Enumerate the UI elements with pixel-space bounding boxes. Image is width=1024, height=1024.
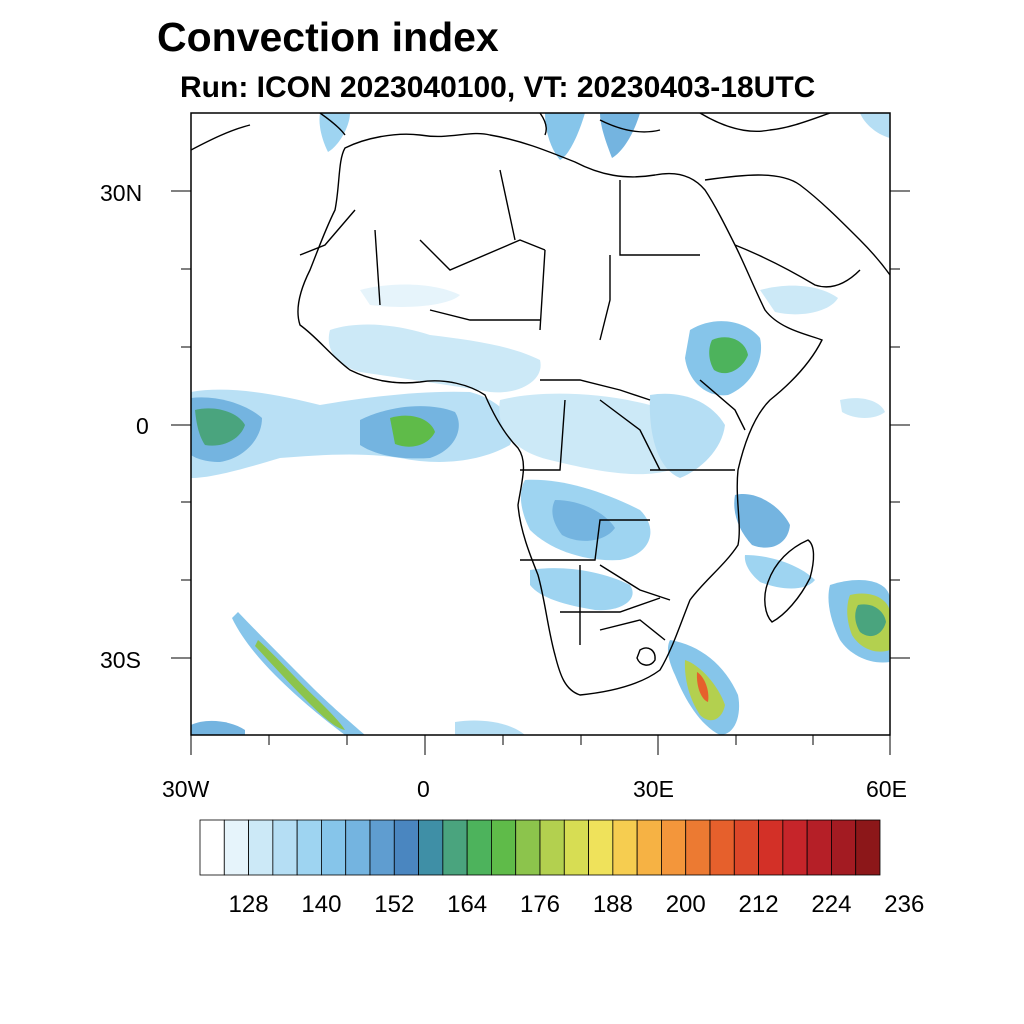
shading-indian-ocean-green	[855, 604, 886, 637]
lon-label-60e: 60E	[866, 776, 907, 802]
shading-natal-red	[696, 672, 709, 702]
lon-label-30e: 30E	[633, 776, 674, 802]
lat-label-0: 0	[136, 413, 149, 439]
shading-atlantic-green-west	[195, 408, 245, 446]
colorbar-label: 200	[666, 891, 706, 918]
shading-med-east	[600, 113, 640, 158]
colorbar-swatch	[393, 819, 419, 876]
colorbar-swatch	[758, 819, 784, 876]
borders-south	[520, 519, 671, 645]
colorbar-label: 212	[739, 891, 779, 918]
colorbar-swatch	[515, 819, 541, 876]
colorbar-swatch	[369, 819, 395, 876]
lon-label-30w: 30W	[162, 776, 210, 802]
shading-ethiopia-core	[709, 337, 748, 374]
shading-med-central	[545, 113, 585, 160]
shading-south-atlantic-core	[255, 640, 345, 730]
colorbar-swatch	[466, 819, 492, 876]
shading-sw-corner	[191, 720, 245, 735]
colorbar-swatch	[733, 819, 759, 876]
colorbar-swatch	[199, 819, 225, 876]
shading-namibia	[530, 568, 633, 611]
coastlines	[191, 113, 890, 696]
lat-label-30s: 30S	[100, 647, 141, 673]
shading-south-atlantic-front	[232, 612, 365, 735]
colorbar-swatch	[296, 819, 322, 876]
shading-med-west	[319, 113, 350, 152]
shading-west-africa	[328, 324, 541, 393]
borders-central	[520, 379, 746, 471]
colorbar-label: 224	[811, 891, 851, 918]
shading-gulf-green	[390, 415, 435, 447]
colorbar-swatch	[418, 819, 444, 876]
borders-north	[299, 169, 700, 341]
colorbar-label: 236	[884, 891, 924, 918]
colorbar-swatch	[685, 819, 711, 876]
colorbar-label: 140	[301, 891, 341, 918]
shading-congo	[499, 393, 681, 475]
africa-coastline	[297, 132, 823, 696]
shading-ne-corner	[860, 113, 890, 138]
colorbar-swatch	[442, 819, 468, 876]
colorbar-swatch	[491, 819, 517, 876]
lesotho	[636, 647, 656, 666]
colorbar-label: 176	[520, 891, 560, 918]
europe-edge	[191, 113, 831, 151]
madagascar	[764, 539, 815, 623]
colorbar-swatch	[782, 819, 808, 876]
shading-arabia-south	[760, 285, 838, 315]
convection-field	[191, 113, 890, 735]
shading-mozambique-channel	[744, 555, 815, 589]
colorbar-swatch	[636, 819, 662, 876]
arabia	[704, 174, 890, 288]
colorbar-swatch	[806, 819, 832, 876]
shading-east-africa	[649, 393, 725, 478]
axis-ticks	[171, 190, 910, 755]
map-subtitle: Run: ICON 2023040100, VT: 20230403-18UTC	[180, 71, 816, 104]
colorbar-swatch	[612, 819, 638, 876]
colorbar: 128 140 152 164 176 188 200 212 224 236	[199, 819, 924, 918]
colorbar-swatch	[661, 819, 687, 876]
colorbar-swatch	[831, 819, 857, 876]
lon-label-0: 0	[417, 776, 430, 802]
colorbar-label: 128	[229, 891, 269, 918]
colorbar-swatch	[709, 819, 735, 876]
colorbar-swatch	[272, 819, 298, 876]
colorbar-swatch	[539, 819, 565, 876]
colorbar-swatch	[321, 819, 347, 876]
colorbar-swatch	[248, 819, 274, 876]
map-title: Convection index	[157, 14, 499, 60]
colorbar-swatch	[588, 819, 614, 876]
colorbar-swatch	[563, 819, 589, 876]
colorbar-swatch	[345, 819, 371, 876]
colorbar-label: 164	[447, 891, 487, 918]
shading-south-central	[455, 720, 525, 735]
colorbar-label: 152	[374, 891, 414, 918]
colorbar-swatch	[223, 819, 249, 876]
colorbar-label: 188	[593, 891, 633, 918]
shading-sahel	[360, 284, 460, 307]
colorbar-swatch	[855, 819, 881, 876]
lat-label-30n: 30N	[100, 180, 143, 206]
shading-tanzania-coast	[734, 494, 790, 548]
shading-arabian-sea	[840, 398, 885, 418]
